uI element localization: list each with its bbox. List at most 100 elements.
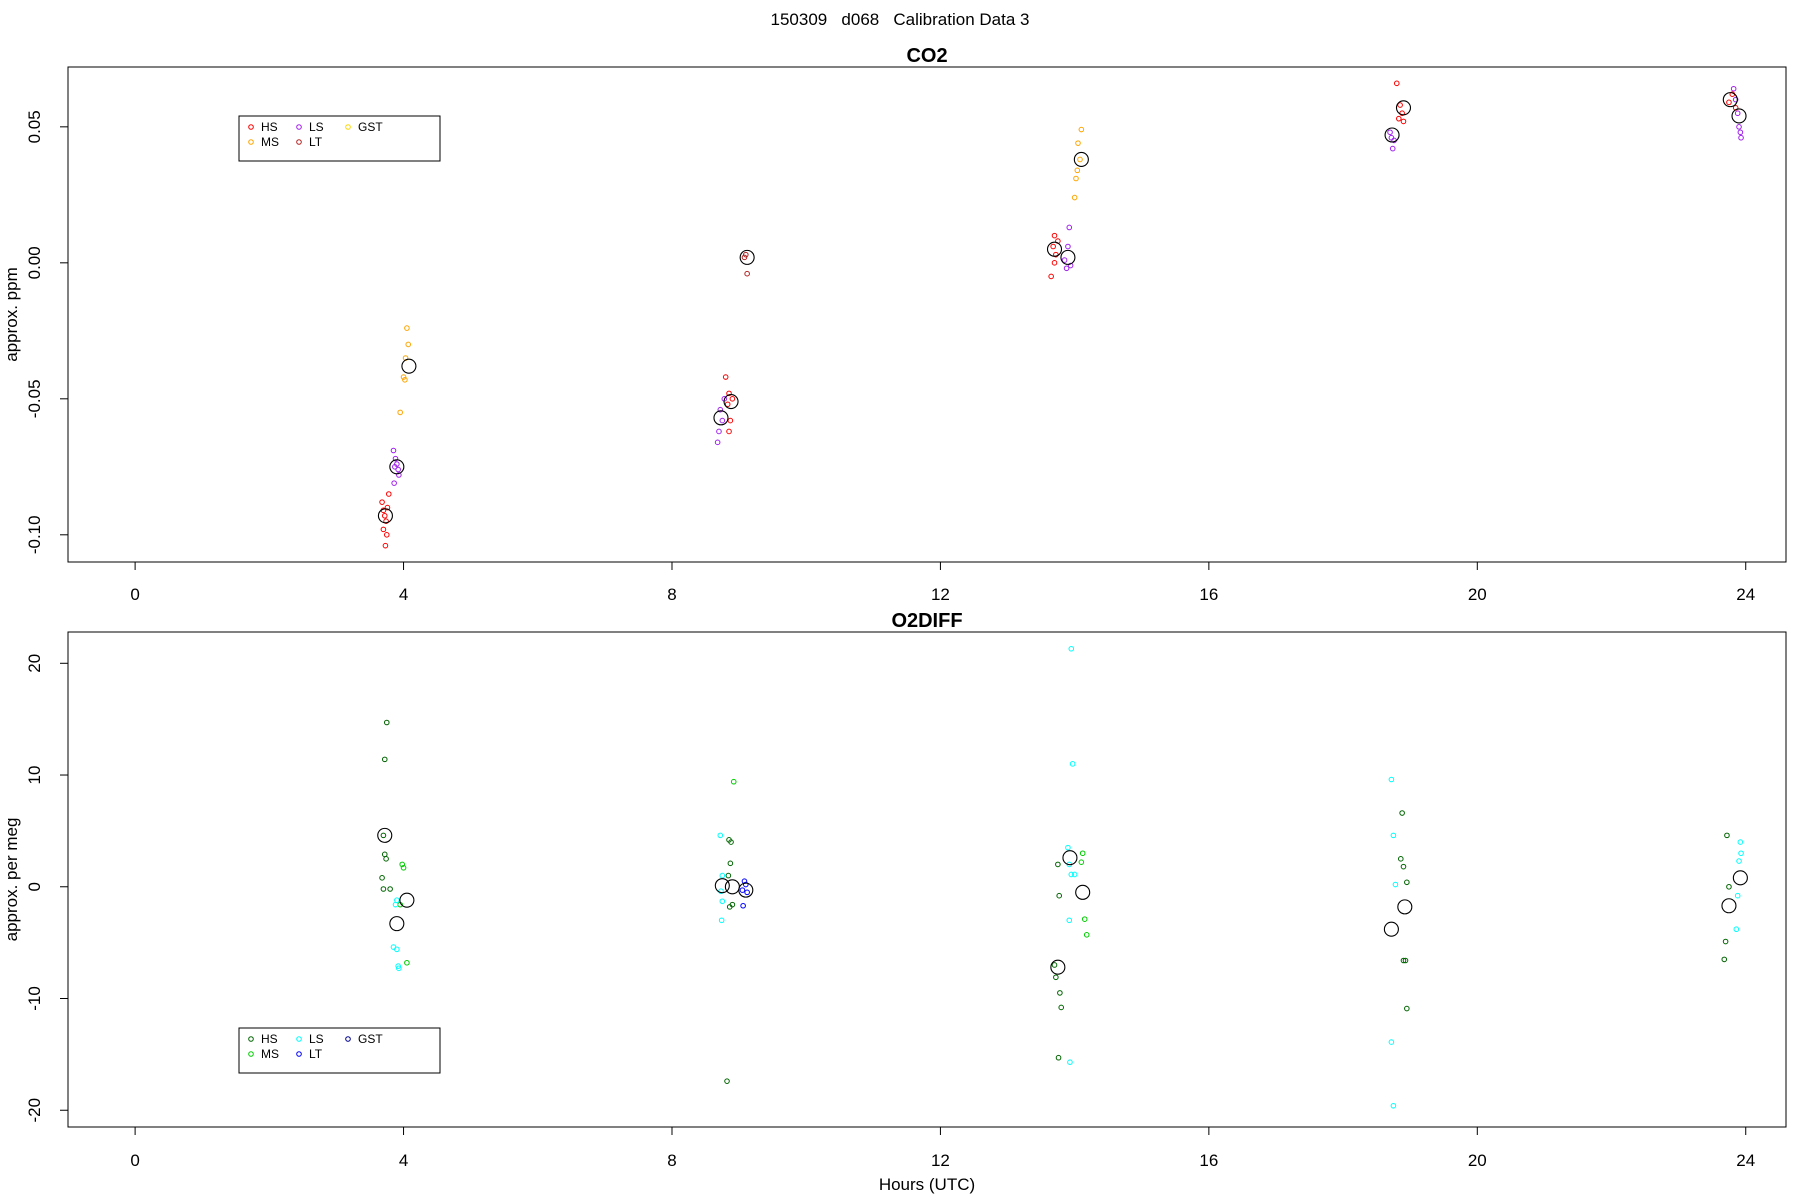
panel-2-point-hs	[1055, 861, 1061, 868]
panel-2-point-ls	[1065, 844, 1071, 851]
panel-1-point-ms	[1074, 167, 1081, 174]
panel-2-point-hs	[1055, 1054, 1062, 1061]
panel-1-point-hs	[729, 396, 736, 402]
panel-1-legend-box	[238, 115, 441, 162]
panel-1-point-ls	[1065, 243, 1071, 250]
panel-1-point-hs	[383, 518, 389, 525]
panel-1-point-ms	[1077, 156, 1083, 163]
panel-1-legend-label-lt: LT	[309, 135, 323, 149]
panel-1-point-ms	[1078, 126, 1085, 133]
panel-1-mean-marker	[1046, 241, 1063, 257]
panel-1-point-hs	[722, 374, 729, 380]
panel-1-x-tick-label: 16	[1199, 585, 1218, 604]
panel-1-point-hs	[1726, 99, 1732, 106]
panel-2-point-ls	[396, 965, 402, 972]
panel-1-point-ls	[1066, 224, 1073, 231]
panel-2-mean-marker	[1397, 899, 1413, 915]
panel-2-legend-label-ms: MS	[261, 1047, 279, 1061]
panel-2-point-ls	[1738, 850, 1744, 857]
panel-1-point-ls	[1067, 262, 1074, 269]
panel-2-point-hs	[1722, 938, 1729, 945]
panel-2-point-hs	[729, 901, 736, 908]
panel-2-point-ms	[1079, 850, 1086, 857]
panel-1-point-ls	[396, 472, 402, 478]
panel-1-point-ls	[1387, 129, 1393, 136]
panel-2-mean-marker	[389, 916, 405, 932]
panel-2-x-tick-label: 16	[1199, 1151, 1218, 1170]
panel-1-point-hs	[726, 390, 732, 397]
panel-2-point-hs	[387, 886, 393, 892]
panel-2-x-tick-label: 0	[130, 1151, 139, 1170]
panel-2-point-ls	[1392, 881, 1399, 888]
panel-2-y-axis-label: approx. per meg	[2, 818, 21, 942]
panel-2-point-hs	[728, 839, 734, 845]
panel-1-point-hs	[381, 512, 388, 519]
panel-1-point-lt	[743, 251, 749, 258]
panel-2-point-hs	[383, 719, 390, 726]
panel-2-point-hs	[1053, 974, 1059, 981]
panel-1-point-hs	[1050, 243, 1056, 250]
panel-1-point-ls	[1732, 96, 1739, 103]
panel-1-point-ls	[716, 428, 722, 435]
panel-2-mean-marker	[714, 878, 730, 894]
panel-1-point-ms	[400, 374, 407, 380]
panel-1-point-hs	[1048, 273, 1054, 280]
panel-2-point-hs	[1051, 962, 1058, 968]
panel-1-point-hs	[380, 526, 387, 533]
panel-1-point-hs	[1051, 260, 1058, 266]
panel-1-x-tick-label: 8	[667, 585, 676, 604]
panel-1-point-hs	[383, 532, 390, 538]
panel-1-point-ls	[1737, 129, 1744, 136]
panel-2-point-lt	[743, 881, 749, 888]
panel-2-point-ls	[392, 901, 399, 908]
panel-2-point-ms	[1083, 932, 1090, 938]
panel-1-point-ls	[1388, 134, 1395, 141]
panel-2-point-ls	[1068, 871, 1075, 878]
panel-2-point-ls	[1388, 1039, 1395, 1045]
panel-2-point-ls	[394, 946, 400, 953]
panel-2-x-tick-label: 24	[1736, 1151, 1755, 1170]
panel-2-chart-title: O2DIFF	[891, 610, 962, 632]
panel-2-point-hs	[1400, 863, 1407, 870]
panel-2-point-hs	[380, 886, 387, 892]
panel-1-chart-title: CO2	[906, 45, 947, 67]
panel-2-point-hs	[1399, 810, 1405, 816]
panel-1-y-tick-label: 0.00	[25, 246, 44, 279]
panel-1-point-ls	[1730, 85, 1737, 92]
panel-1-point-hs	[1393, 80, 1400, 87]
panel-1-x-tick-label: 4	[399, 585, 408, 604]
panel-1-point-ls	[717, 406, 724, 413]
panel-2-mean-marker	[724, 879, 740, 895]
panel-1-point-ms	[1073, 175, 1079, 182]
panel-2-point-lt	[740, 902, 746, 909]
panel-2-mean-marker	[1383, 921, 1399, 937]
panel-1-legend-label-ls: LS	[309, 120, 324, 134]
page-title: 150309 d068 Calibration Data 3	[770, 10, 1030, 29]
panel-1-point-ls	[1061, 257, 1068, 263]
panel-2-point-hs	[381, 851, 388, 858]
panel-1-point-hs	[385, 491, 392, 497]
panel-2-point-ls	[1069, 761, 1076, 767]
panel-2-x-tick-label: 4	[399, 1151, 408, 1170]
panel-1-legend-label-gst: GST	[358, 120, 383, 134]
panel-1-point-lt	[744, 270, 750, 277]
panel-2-legend-swatch-ls	[296, 1036, 302, 1042]
panel-1-point-ls	[1063, 265, 1070, 272]
panel-2-point-hs	[381, 756, 388, 763]
panel-1-point-ls	[1736, 124, 1742, 130]
panel-2-point-hs	[1400, 957, 1407, 964]
panel-2-point-hs	[1402, 957, 1409, 964]
panel-2-point-ls	[1733, 926, 1740, 933]
panel-1-point-hs	[1051, 232, 1058, 239]
panel-2-legend-box	[238, 1027, 441, 1074]
panel-2-y-tick-label: 10	[25, 766, 44, 785]
panel-1-mean-marker	[1395, 100, 1412, 116]
panel-2-point-hs	[1404, 1005, 1410, 1012]
panel-2-point-hs	[380, 832, 387, 839]
panel-1-point-ls	[392, 464, 398, 470]
panel-2-point-ls	[1734, 892, 1741, 899]
panel-1-mean-marker	[1073, 151, 1089, 168]
panel-1-mean-marker	[1731, 108, 1747, 124]
panel-2-mean-marker	[399, 892, 415, 908]
panel-2-point-hs	[1056, 892, 1063, 899]
